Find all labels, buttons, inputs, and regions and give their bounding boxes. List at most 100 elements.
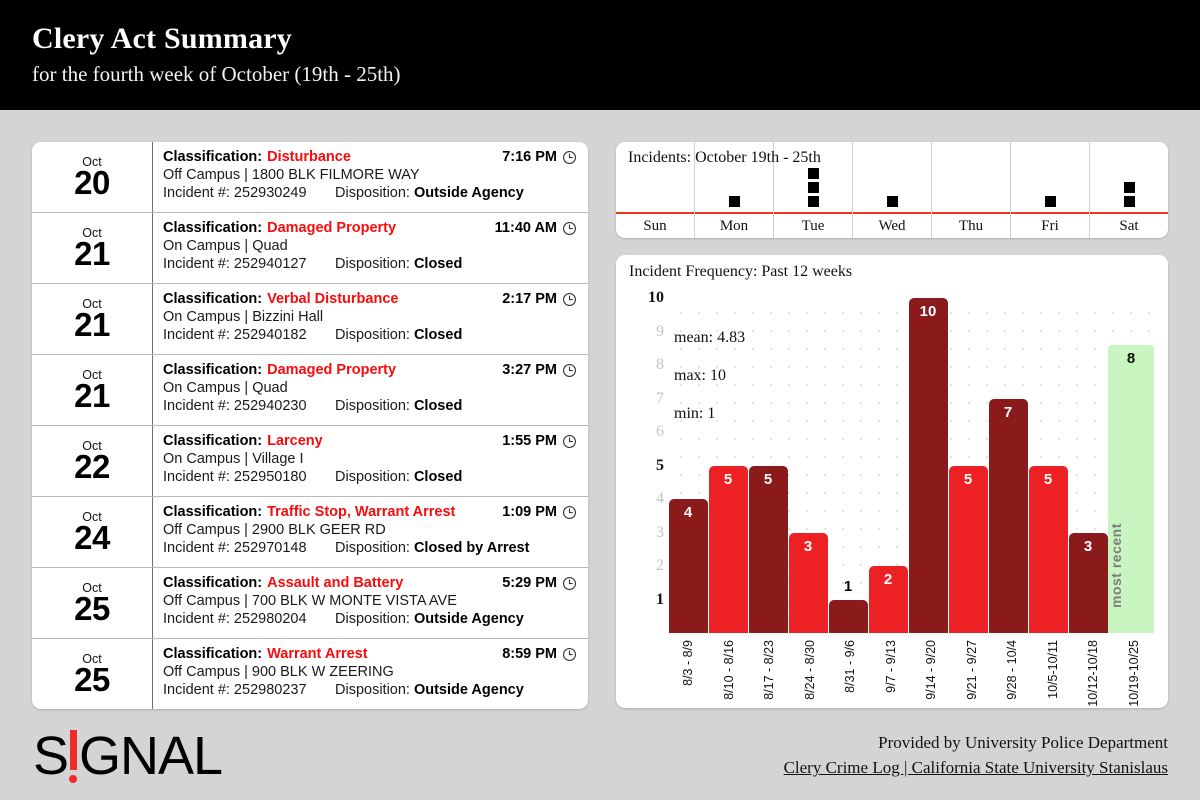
bar-slot[interactable]: 3	[1068, 298, 1108, 633]
week-day-column[interactable]: Thu	[932, 142, 1011, 238]
incident-details: Classification: Damaged Property 11:40 AM O…	[153, 213, 588, 283]
incident-row[interactable]: Oct 25 Classification: Warrant Arrest 8:59 P…	[32, 639, 588, 709]
disposition-label: Disposition:	[335, 256, 410, 272]
week-day-column[interactable]: Fri	[1011, 142, 1090, 238]
clock-icon	[562, 647, 577, 662]
credit-provider: Provided by University Police Department	[878, 733, 1168, 752]
day-baseline	[932, 212, 1010, 214]
classification-label: Classification:	[163, 646, 263, 662]
incident-row[interactable]: Oct 20 Classification: Disturbance 7:16 PM Of…	[32, 142, 588, 213]
bar-slot[interactable]: 1	[828, 298, 868, 633]
incident-row[interactable]: Oct 25 Classification: Assault and Battery 5…	[32, 568, 588, 639]
week-day-column[interactable]: Sat	[1090, 142, 1168, 238]
bar[interactable]: 2	[868, 566, 908, 633]
x-axis-label: 10/5-10/11	[1045, 640, 1060, 699]
week-day-column[interactable]: Sun	[616, 142, 695, 238]
incident-marker	[807, 168, 819, 179]
day-markers	[932, 142, 1010, 212]
week-day-column[interactable]: Mon	[695, 142, 774, 238]
logo-text-gnal: GNAL	[79, 726, 223, 786]
incident-location: Off Campus | 2900 BLK GEER RD	[163, 522, 386, 538]
incident-row[interactable]: Oct 21 Classification: Verbal Disturbance 2:…	[32, 284, 588, 355]
y-axis-tick: 5	[656, 456, 664, 474]
day-markers	[1011, 142, 1089, 212]
incident-row[interactable]: Oct 21 Classification: Damaged Property 11:4…	[32, 213, 588, 284]
incident-meta: Incident #: 252970148 Disposition: Closed …	[163, 540, 576, 556]
week-day-column[interactable]: Tue	[774, 142, 853, 238]
y-axis-tick: 8	[656, 356, 664, 373]
day-baseline	[853, 212, 931, 214]
x-axis-tick: 10/12-10/18	[1073, 640, 1114, 707]
incident-time-group: 2:17 PM	[502, 291, 577, 307]
bar[interactable]: 5	[948, 465, 988, 633]
x-axis-tick: 8/17 - 8/23	[749, 640, 790, 706]
incident-row[interactable]: Oct 24 Classification: Traffic Stop, Warran…	[32, 497, 588, 568]
bar-slot[interactable]: 5	[748, 298, 788, 633]
x-axis-tick: 8/24 - 8/30	[790, 640, 831, 706]
incident-day: 21	[74, 235, 110, 273]
chart-plot: 10 9 8 7 6 5 4 3 2 1 4 5 5 3 1 2 10 5 7 5 3 8 most recent	[630, 289, 1154, 633]
x-axis-tick: 9/21 - 9/27	[952, 640, 993, 706]
logo-text-s: S	[33, 726, 69, 786]
bar[interactable]: 7	[988, 398, 1028, 633]
incident-number: Incident #: 252980204	[163, 611, 307, 627]
incident-month: Oct	[82, 297, 102, 312]
footer-credit: Provided by University Police Department…	[784, 733, 1168, 778]
incident-row[interactable]: Oct 21 Classification: Damaged Property 3:27…	[32, 355, 588, 426]
incident-number: Incident #: 252940182	[163, 327, 307, 343]
bar-value-label: 3	[1083, 537, 1093, 555]
incident-time: 8:59 PM	[502, 646, 557, 662]
incident-time: 3:27 PM	[502, 362, 557, 378]
incident-row[interactable]: Oct 22 Classification: Larceny 1:55 PM On Cam…	[32, 426, 588, 497]
signal-logo: S GNAL	[33, 726, 223, 786]
bar[interactable]: 5	[748, 465, 788, 633]
bar[interactable]: 5	[1028, 465, 1068, 633]
bar-slot[interactable]: 5	[708, 298, 748, 633]
incident-date: Oct 21	[32, 284, 153, 354]
x-axis-label: 8/3 - 8/9	[681, 640, 696, 686]
bar[interactable]: 5	[708, 465, 748, 633]
incident-day: 20	[74, 164, 110, 202]
incident-location: Off Campus | 700 BLK W MONTE VISTA AVE	[163, 593, 457, 609]
classification-value: Larceny	[267, 433, 323, 449]
bar-slot[interactable]: 5	[948, 298, 988, 633]
incident-day: 25	[74, 590, 110, 628]
classification-label: Classification:	[163, 149, 263, 165]
x-axis-label: 8/17 - 8/23	[762, 640, 777, 700]
incident-number: Incident #: 252970148	[163, 540, 307, 556]
bar[interactable]: 3	[788, 532, 828, 633]
page-header: Clery Act Summary for the fourth week of…	[0, 0, 1200, 110]
bar-value-label: 3	[803, 537, 813, 555]
bar[interactable]: 1	[828, 578, 868, 633]
incident-time-group: 8:59 PM	[502, 646, 577, 662]
bar[interactable]: 8 most recent	[1108, 344, 1154, 633]
weekly-panel-title: Incidents: October 19th - 25th	[628, 149, 821, 166]
credit-source-link[interactable]: Clery Crime Log | California State Unive…	[783, 758, 1168, 777]
incident-meta: Incident #: 252980204 Disposition: Outside…	[163, 611, 576, 627]
bar-slot[interactable]: 10	[908, 298, 948, 633]
incident-location: On Campus | Bizzini Hall	[163, 309, 324, 325]
disposition-value: Closed	[413, 398, 463, 414]
bar[interactable]: 10	[908, 298, 948, 633]
bar[interactable]: 4	[668, 499, 708, 633]
bar[interactable]: 3	[1068, 532, 1108, 633]
bar-slot[interactable]: 7	[988, 298, 1028, 633]
bar-slot[interactable]: 3	[788, 298, 828, 633]
bar-slot[interactable]: 2	[868, 298, 908, 633]
x-axis-tick: 9/7 - 9/13	[871, 640, 912, 706]
bar-slot[interactable]: 5	[1028, 298, 1068, 633]
bar-slot[interactable]: 8 most recent	[1108, 298, 1154, 633]
incident-location: On Campus | Quad	[163, 238, 288, 254]
x-axis-tick: 8/31 - 9/6	[830, 640, 871, 706]
y-axis-tick: 9	[656, 322, 664, 340]
day-baseline	[1011, 212, 1089, 214]
incident-month: Oct	[82, 368, 102, 383]
bar-value-label: 7	[1003, 403, 1013, 421]
classification-label: Classification:	[163, 220, 263, 236]
y-axis: 10 9 8 7 6 5 4 3 2 1	[630, 289, 664, 633]
incident-month: Oct	[82, 581, 102, 596]
week-day-column[interactable]: Wed	[853, 142, 932, 238]
bar-slot[interactable]: 4	[668, 298, 708, 633]
incident-time: 1:09 PM	[502, 504, 557, 520]
